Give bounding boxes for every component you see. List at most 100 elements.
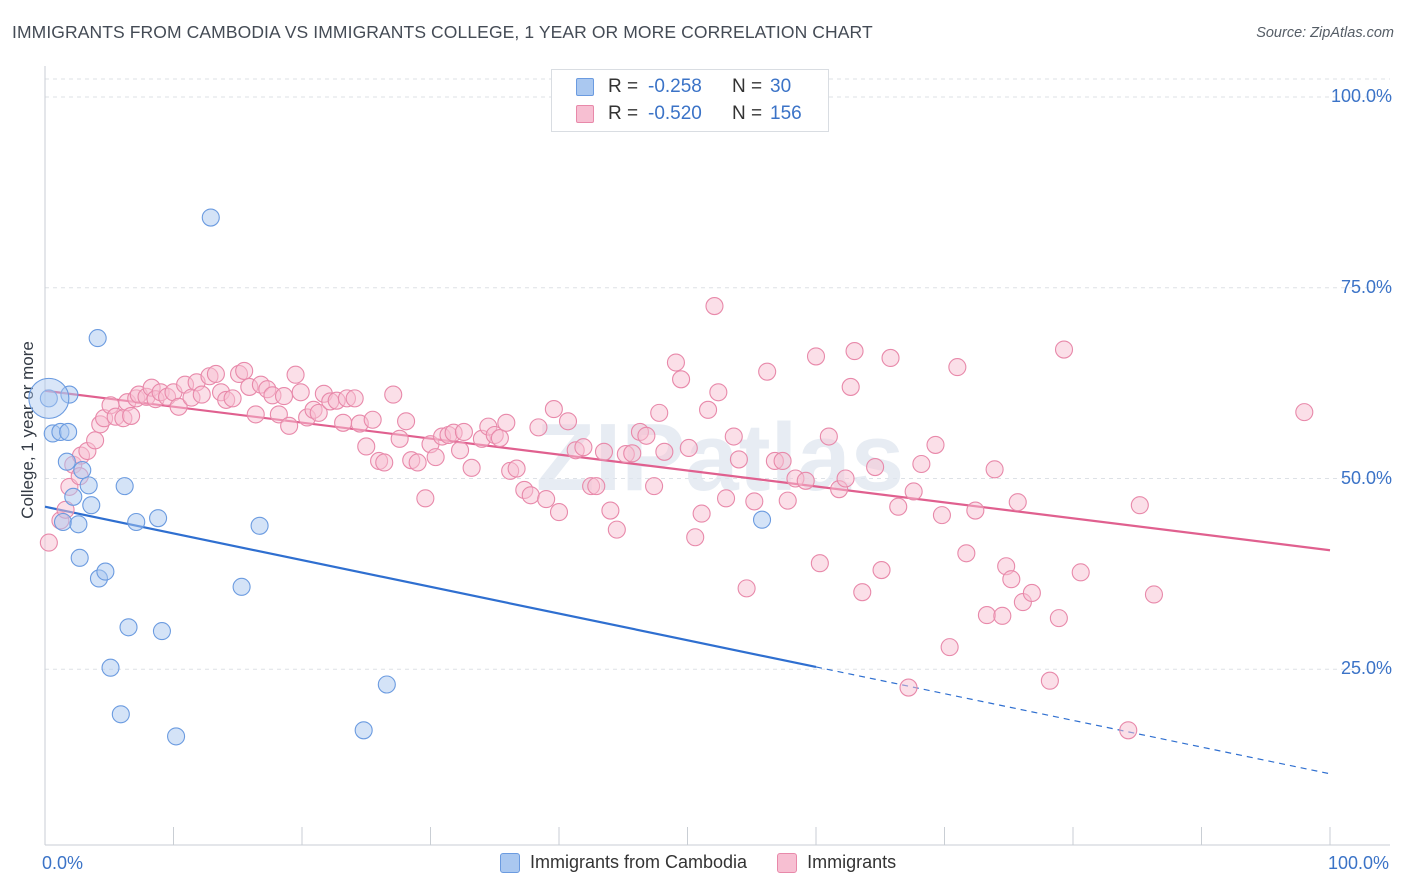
data-point-immigrants	[235, 361, 254, 380]
data-point-cambodia	[201, 208, 220, 227]
y-tick-label: 25.0%	[1340, 658, 1392, 679]
data-point-cambodia	[59, 422, 78, 442]
data-point-immigrants	[206, 364, 225, 384]
data-point-immigrants	[692, 504, 711, 523]
correlation-legend: R = -0.258 N = 30 R = -0.520 N = 156	[551, 69, 829, 132]
data-point-immigrants	[977, 606, 996, 625]
data-point-immigrants	[881, 348, 900, 367]
source-note: Source: ZipAtlas.com	[1256, 25, 1394, 41]
data-point-cambodia	[752, 510, 772, 529]
legend-label-immigrants: Immigrants	[807, 852, 897, 872]
data-point-immigrants	[246, 405, 265, 424]
data-point-immigrants	[384, 385, 403, 404]
data-point-immigrants	[778, 491, 797, 510]
data-point-immigrants	[672, 370, 691, 389]
data-point-cambodia	[64, 487, 83, 506]
data-point-cambodia	[96, 562, 115, 581]
data-point-immigrants	[637, 426, 656, 445]
data-point-immigrants	[940, 638, 959, 657]
data-point-immigrants	[269, 405, 288, 424]
legend-swatch-cambodia	[576, 78, 594, 96]
data-point-immigrants	[601, 501, 620, 520]
data-point-immigrants	[932, 506, 951, 525]
data-point-immigrants	[529, 418, 548, 437]
data-point-immigrants	[375, 453, 394, 472]
data-point-immigrants	[948, 358, 967, 377]
n-value: 30	[770, 76, 792, 97]
data-point-immigrants	[758, 362, 777, 381]
legend-item-cambodia: Immigrants from Cambodia	[500, 852, 747, 873]
data-point-cambodia	[70, 548, 89, 567]
data-point-immigrants	[889, 497, 908, 516]
data-point-cambodia	[250, 516, 269, 535]
legend-swatch-immigrants	[576, 105, 594, 123]
chart-title: IMMIGRANTS FROM CAMBODIA VS IMMIGRANTS C…	[12, 22, 873, 42]
legend-swatch-immigrants	[777, 852, 798, 873]
data-point-cambodia	[39, 389, 58, 408]
data-point-immigrants	[737, 579, 756, 598]
data-point-immigrants	[836, 469, 855, 488]
data-point-immigrants	[416, 489, 435, 508]
data-point-immigrants	[537, 490, 556, 509]
data-point-immigrants	[623, 444, 642, 463]
data-point-immigrants	[507, 459, 526, 478]
trend-line-cambodia	[44, 505, 817, 669]
n-label: N =	[732, 103, 763, 124]
data-point-immigrants	[1130, 496, 1149, 515]
data-point-immigrants	[192, 385, 211, 404]
data-point-immigrants	[86, 431, 105, 450]
data-point-immigrants	[497, 413, 516, 432]
data-point-immigrants	[169, 397, 188, 416]
data-point-immigrants	[724, 427, 743, 446]
data-point-immigrants	[705, 297, 724, 316]
data-point-immigrants	[866, 458, 885, 477]
data-point-immigrants	[490, 429, 509, 448]
legend-label-cambodia: Immigrants from Cambodia	[530, 852, 748, 872]
data-point-cambodia	[69, 515, 88, 534]
x-tick-label-min: 0.0%	[42, 853, 84, 873]
data-point-immigrants	[397, 412, 416, 431]
data-point-immigrants	[650, 403, 669, 422]
data-point-cambodia	[119, 618, 138, 637]
data-point-immigrants	[686, 528, 705, 547]
n-label: N =	[732, 76, 763, 97]
data-point-immigrants	[521, 486, 540, 505]
data-point-immigrants	[679, 438, 698, 458]
data-point-immigrants	[408, 453, 427, 472]
data-point-immigrants	[451, 441, 470, 460]
data-point-immigrants	[462, 458, 481, 477]
data-point-immigrants	[819, 427, 838, 446]
data-point-immigrants	[291, 383, 310, 402]
data-point-immigrants	[345, 389, 364, 408]
data-point-cambodia-large	[28, 377, 70, 419]
data-point-cambodia	[149, 509, 168, 528]
data-point-immigrants	[1040, 671, 1059, 690]
data-point-cambodia	[167, 727, 186, 746]
data-point-immigrants	[454, 422, 473, 442]
data-point-immigrants	[899, 678, 918, 697]
data-point-immigrants	[985, 460, 1004, 479]
data-point-cambodia	[111, 705, 130, 724]
axes	[44, 66, 1390, 846]
data-point-cambodia	[60, 385, 79, 404]
data-point-cambodia	[232, 577, 251, 596]
data-point-cambodia	[73, 461, 92, 480]
data-point-cambodia	[57, 452, 76, 471]
data-point-immigrants	[1002, 570, 1021, 589]
legend-swatch-cambodia	[500, 852, 520, 873]
data-point-immigrants	[806, 347, 826, 366]
data-point-immigrants	[773, 451, 792, 471]
data-point-immigrants	[841, 377, 860, 396]
data-point-immigrants	[957, 544, 976, 563]
data-point-cambodia	[82, 496, 101, 515]
y-tick-label: 100.0%	[1330, 86, 1392, 106]
data-point-immigrants	[558, 412, 578, 431]
data-point-cambodia	[377, 675, 396, 694]
data-point-immigrants	[1022, 583, 1041, 603]
data-point-immigrants	[716, 489, 736, 508]
legend-row-cambodia: R = -0.258 N = 30	[576, 75, 791, 99]
data-point-immigrants	[274, 387, 294, 406]
data-point-cambodia	[115, 477, 134, 496]
data-point-immigrants	[1049, 609, 1068, 628]
